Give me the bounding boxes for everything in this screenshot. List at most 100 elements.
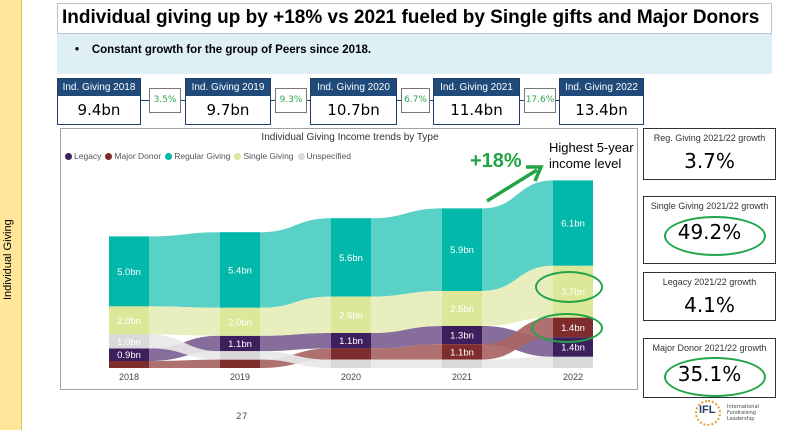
legend-item-legacy[interactable]: Legacy — [65, 151, 101, 161]
ribbon-major-donor — [149, 359, 220, 368]
data-label: 5.0bn — [117, 267, 141, 278]
section-label: Individual Giving — [2, 219, 14, 300]
kpi-label: Ind. Giving 2021 — [434, 79, 519, 96]
page-title: Individual giving up by +18% vs 2021 fue… — [57, 3, 772, 34]
bar-unspecified — [109, 334, 149, 349]
kpi-card-2021: Ind. Giving 2021 11.4bn — [433, 78, 520, 125]
data-label: 1.1bn — [228, 339, 252, 350]
ribbon-unspecified — [371, 359, 442, 368]
data-label: 2.5bn — [450, 304, 474, 315]
kpi-card-2022: Ind. Giving 2022 13.4bn — [559, 78, 644, 125]
ribbon-single-giving — [260, 296, 331, 336]
bar-regular-giving — [109, 236, 149, 307]
bar-single-giving — [442, 291, 482, 326]
data-label: 0.9bn — [117, 350, 141, 361]
bar-major-donor — [109, 361, 149, 368]
ribbon-chart-panel: Individual Giving Income trends by Type … — [60, 128, 638, 390]
kpi-card-2018: Ind. Giving 2018 9.4bn — [57, 78, 141, 125]
bar-single-giving — [331, 296, 371, 333]
growth-badge: 3.5% — [149, 88, 181, 113]
highest-income-note: Highest 5-year income level — [549, 140, 634, 171]
bar-legacy — [442, 326, 482, 345]
highlight-ellipse-single-card — [664, 216, 766, 256]
growth-badge: 17.6% — [524, 88, 556, 113]
highlight-ellipse-major-card — [664, 357, 766, 397]
highlight-ellipse-major-2022 — [531, 313, 603, 343]
bar-regular-giving — [553, 180, 593, 266]
bar-regular-giving — [442, 208, 482, 291]
bullet-text: Constant growth for the group of Peers s… — [91, 44, 372, 56]
card-legacy-growth: Legacy 2021/22 growth 4.1% — [643, 272, 776, 321]
bar-legacy — [220, 335, 260, 352]
ribbon-legacy — [371, 326, 442, 349]
data-label: 1.4bn — [561, 343, 585, 354]
ifl-logo: IFL International Fundraising Leadership — [695, 398, 770, 428]
bar-single-giving — [109, 306, 149, 335]
kpi-value: 9.7bn — [206, 101, 250, 119]
bar-unspecified — [331, 359, 371, 368]
kpi-value: 9.4bn — [77, 101, 121, 119]
section-sidebar: Individual Giving — [0, 0, 22, 430]
ribbon-regular-giving — [371, 208, 442, 297]
bar-major-donor — [331, 348, 371, 360]
x-tick-label: 2019 — [230, 372, 250, 382]
bar-regular-giving — [220, 232, 260, 308]
summary-bullet: • Constant growth for the group of Peers… — [57, 34, 772, 74]
ribbon-single-giving — [482, 265, 553, 326]
bar-regular-giving — [331, 218, 371, 297]
data-label: 5.6bn — [339, 253, 363, 264]
kpi-label: Ind. Giving 2018 — [58, 79, 140, 96]
bar-legacy — [331, 333, 371, 349]
growth-badge: 6.7% — [401, 88, 430, 113]
kpi-value: 11.4bn — [450, 101, 503, 119]
kpi-card-2020: Ind. Giving 2020 10.7bn — [310, 78, 397, 125]
legend-item-regular-giving[interactable]: Regular Giving — [165, 151, 230, 161]
highlight-ellipse-single-2022 — [535, 271, 603, 303]
bar-single-giving — [220, 307, 260, 336]
kpi-label: Ind. Giving 2022 — [560, 79, 643, 96]
legend-item-unspecified[interactable]: Unspecified — [297, 151, 351, 161]
data-label: 1.1bn — [450, 347, 474, 358]
legend-item-single-giving[interactable]: Single Giving — [234, 151, 294, 161]
x-tick-label: 2020 — [341, 372, 361, 382]
data-label: 1.1bn — [339, 336, 363, 347]
growth-annotation: +18% — [470, 150, 522, 172]
data-label: 1.3bn — [450, 331, 474, 342]
x-tick-label: 2022 — [563, 372, 583, 382]
kpi-label: Ind. Giving 2019 — [186, 79, 270, 96]
ribbon-unspecified — [482, 356, 553, 368]
bar-unspecified — [553, 356, 593, 368]
legend-item-major-donor[interactable]: Major Donor — [105, 151, 161, 161]
page-number: 27 — [236, 412, 248, 422]
ribbon-unspecified — [149, 334, 220, 360]
ribbon-legacy — [260, 333, 331, 352]
bar-major-donor — [442, 344, 482, 360]
ribbon-regular-giving — [260, 218, 331, 308]
ribbon-regular-giving — [482, 180, 553, 291]
data-label: 1.0bn — [117, 337, 141, 348]
ribbon-major-donor — [371, 344, 442, 360]
growth-badge: 9.3% — [275, 88, 307, 113]
card-reg-giving-growth: Reg. Giving 2021/22 growth 3.7% — [643, 128, 776, 180]
ribbon-regular-giving — [149, 232, 220, 308]
data-label: 2.6bn — [339, 310, 363, 321]
data-label: 2.0bn — [117, 316, 141, 327]
ribbon-single-giving — [371, 291, 442, 333]
bar-legacy — [109, 348, 149, 361]
ribbon-unspecified — [260, 351, 331, 368]
ribbon-single-giving — [149, 306, 220, 336]
chart-legend: Legacy Major Donor Regular Giving Single… — [65, 151, 351, 161]
x-tick-label: 2018 — [119, 372, 139, 382]
kpi-label: Ind. Giving 2020 — [311, 79, 396, 96]
data-label: 2.0bn — [228, 317, 252, 328]
kpi-value: 13.4bn — [575, 101, 628, 119]
data-label: 5.4bn — [228, 266, 252, 277]
kpi-card-2019: Ind. Giving 2019 9.7bn — [185, 78, 271, 125]
bar-unspecified — [220, 351, 260, 360]
bar-unspecified — [442, 359, 482, 368]
x-tick-label: 2021 — [452, 372, 472, 382]
data-label: 6.1bn — [561, 219, 585, 230]
kpi-value: 10.7bn — [327, 101, 380, 119]
bar-major-donor — [220, 359, 260, 368]
